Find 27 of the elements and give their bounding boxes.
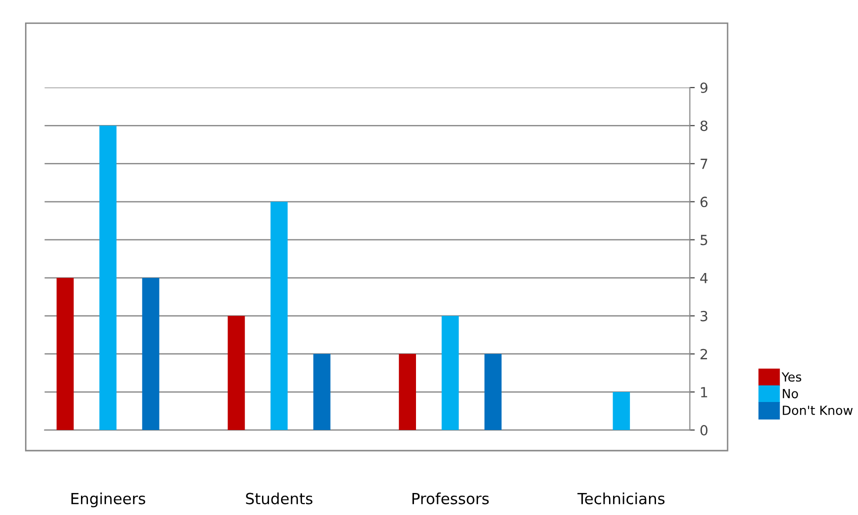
bar [142, 278, 160, 430]
bar [398, 354, 416, 430]
y-tick-label: 1 [701, 387, 708, 398]
bar [56, 278, 74, 430]
y-tick-label: 9 [700, 82, 708, 94]
legend-label: Yes [782, 372, 802, 382]
y-tick-label: 4 [700, 272, 708, 284]
legend-label: Don't Know [782, 406, 853, 416]
y-tick-label: 3 [700, 310, 708, 322]
x-tick-label: Professors [412, 492, 489, 504]
bar [442, 316, 459, 430]
x-tick-label: Students [246, 492, 312, 504]
x-tick-label: Technicians [577, 492, 665, 504]
y-tick-label: 6 [700, 196, 708, 208]
x-tick-label: Engineers [71, 492, 146, 508]
bar [612, 392, 630, 430]
legend-label: No [782, 389, 798, 398]
bar [484, 354, 502, 430]
y-tick-label: 5 [700, 234, 708, 246]
y-tick-label: 7 [700, 158, 708, 169]
bar [313, 354, 330, 430]
bar [99, 126, 116, 430]
y-tick-label: 0 [700, 424, 708, 436]
bar [270, 202, 288, 430]
bar [228, 316, 245, 430]
y-tick-label: 8 [700, 120, 708, 132]
y-tick-label: 2 [700, 348, 707, 360]
